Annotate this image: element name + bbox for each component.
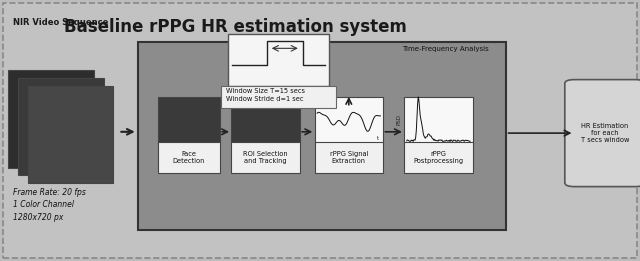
FancyBboxPatch shape — [157, 142, 220, 173]
Text: NIR Video Sequence: NIR Video Sequence — [13, 18, 108, 27]
FancyBboxPatch shape — [138, 42, 506, 230]
Text: Baseline rPPG HR estimation system: Baseline rPPG HR estimation system — [64, 18, 407, 36]
FancyBboxPatch shape — [228, 34, 329, 86]
FancyBboxPatch shape — [404, 97, 473, 143]
Text: HR Estimation
for each
T secs window: HR Estimation for each T secs window — [580, 123, 629, 143]
Text: Window Size T=15 secs
Window Stride d=1 sec: Window Size T=15 secs Window Stride d=1 … — [226, 88, 305, 102]
FancyBboxPatch shape — [8, 70, 94, 168]
FancyBboxPatch shape — [315, 97, 383, 143]
Text: PSD: PSD — [397, 114, 402, 125]
Text: Face
Detection: Face Detection — [173, 151, 205, 164]
FancyBboxPatch shape — [232, 97, 300, 143]
FancyBboxPatch shape — [221, 86, 335, 108]
Text: rPPG
Postprocessing: rPPG Postprocessing — [413, 151, 463, 164]
Text: t: t — [377, 136, 380, 141]
FancyBboxPatch shape — [564, 80, 640, 187]
Text: Frame Rate: 20 fps
1 Color Channel
1280x720 px: Frame Rate: 20 fps 1 Color Channel 1280x… — [13, 188, 86, 222]
FancyBboxPatch shape — [18, 78, 104, 175]
FancyBboxPatch shape — [28, 86, 113, 183]
Text: ROI Selection
and Tracking: ROI Selection and Tracking — [243, 151, 288, 164]
FancyBboxPatch shape — [3, 3, 637, 258]
FancyBboxPatch shape — [315, 142, 383, 173]
FancyBboxPatch shape — [404, 142, 473, 173]
Text: Time-Frequency Analysis: Time-Frequency Analysis — [402, 46, 488, 52]
FancyBboxPatch shape — [157, 97, 220, 143]
FancyBboxPatch shape — [232, 142, 300, 173]
Text: rPPG Signal
Extraction: rPPG Signal Extraction — [330, 151, 368, 164]
